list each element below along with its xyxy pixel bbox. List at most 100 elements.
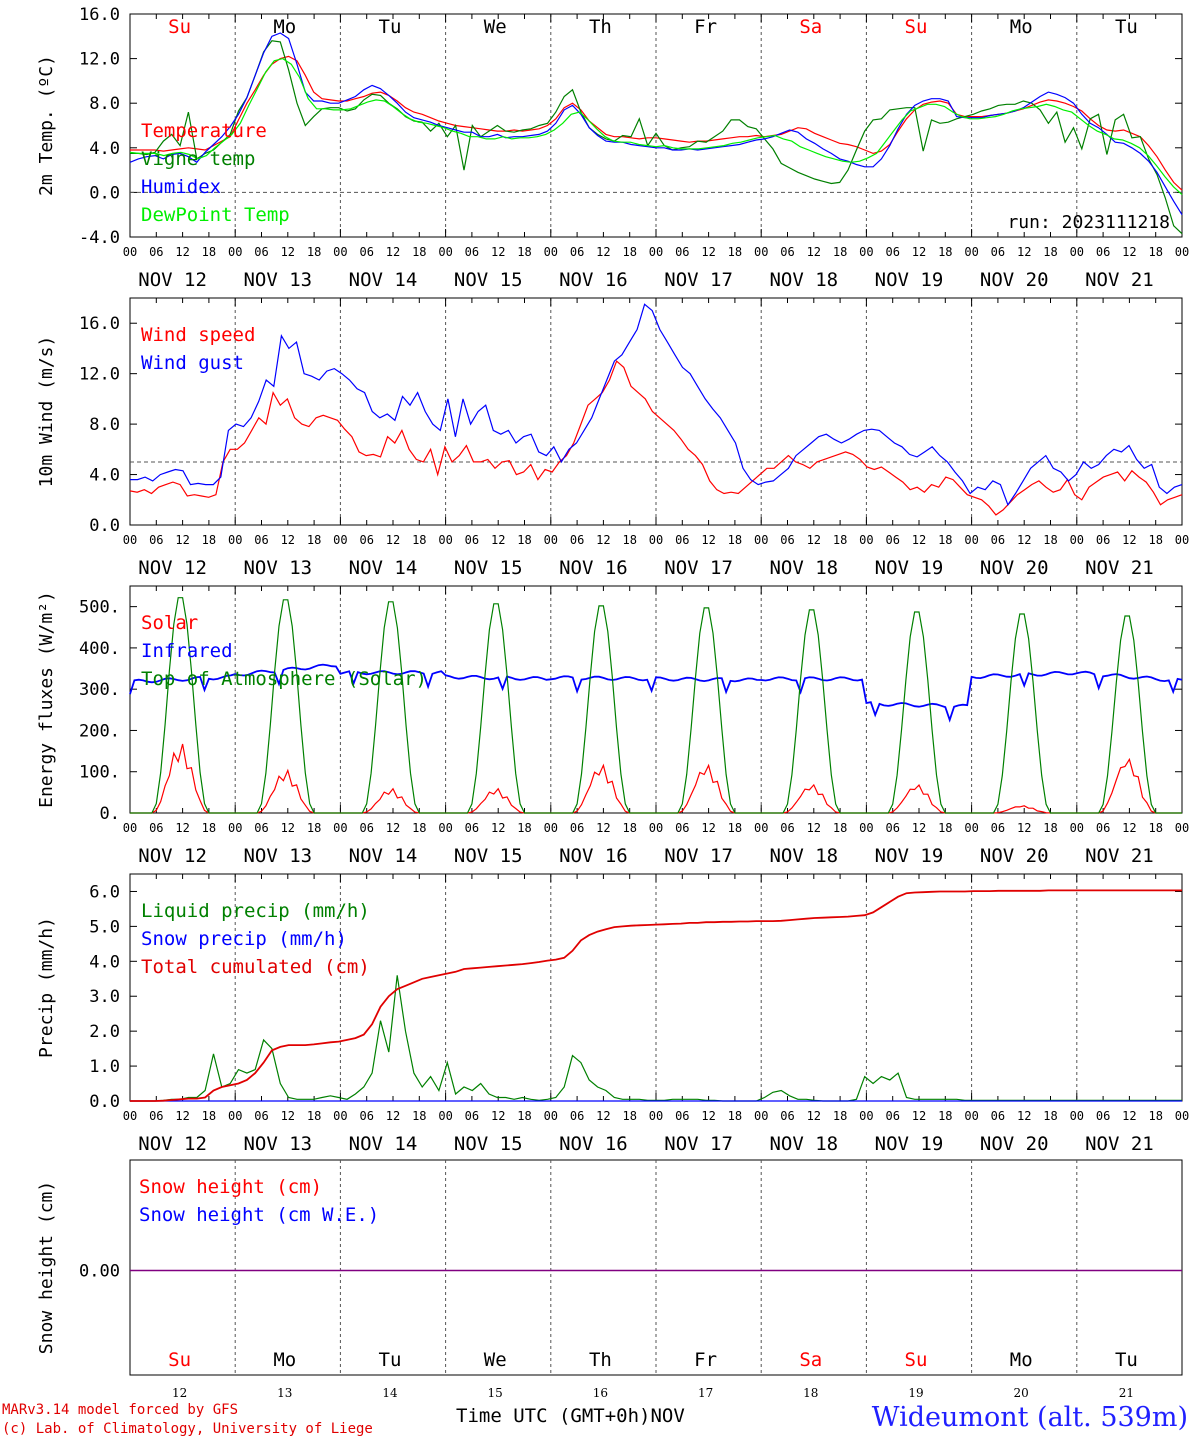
panel-1-hour-label: 12 [386,245,400,259]
panel-2-date-label: NOV 18 [769,557,838,579]
panel-1-hour-label: 06 [675,245,689,259]
panel-3-hour-label: 06 [359,821,373,835]
panel-2-y-tick-label: 0.0 [89,516,120,536]
panel-3-hour-label: 00 [649,821,663,835]
x-axis-title: Time UTC (GMT+0h)NOV [456,1405,685,1427]
panel-4-hour-label: 00 [123,1109,137,1123]
panel-3-hour-label: 12 [1122,821,1136,835]
panel-3-date-label: NOV 17 [664,845,733,867]
panel-1-hour-label: 18 [938,245,952,259]
panel-3-hour-label: 18 [938,821,952,835]
panel-1-day-letter: Sa [799,16,822,38]
panel-5-day-number: 18 [803,1386,818,1400]
panel-1-legend-1: Vigne temp [141,148,255,170]
panel-4-date-label: NOV 20 [980,1133,1049,1155]
panel-1-series-3-line [129,57,1183,196]
panel-3-hour-label: 00 [123,821,137,835]
panel-1-y-tick-label: 16.0 [79,5,120,25]
panel-2-hour-label: 00 [544,533,558,547]
panel-5-day-number: 20 [1014,1386,1029,1400]
panel-4-hour-label: 18 [1148,1109,1162,1123]
panel-2-legend-1: Wind gust [141,352,244,374]
panel-3-y-axis-label: Energy fluxes (W/m²) [36,591,57,808]
panel-2-hour-label: 18 [1043,533,1057,547]
panel-3-date-label: NOV 16 [559,845,628,867]
panel-1-hour-label: 00 [1175,245,1189,259]
panel-2-hour-label: 00 [333,533,347,547]
panel-4-hour-label: 18 [938,1109,952,1123]
panel-1-day-letter: Tu [1115,16,1138,38]
panel-2-hour-label: 00 [123,533,137,547]
panel-4-hour-label: 06 [1096,1109,1110,1123]
panel-1-y-tick-label: 12.0 [79,50,120,70]
panel-4-hour-label: 06 [991,1109,1005,1123]
panel-1-day-letter: Mo [1010,16,1033,38]
panel-3-hour-label: 06 [570,821,584,835]
panel-3-date-label: NOV 21 [1085,845,1154,867]
panel-1-y-tick-label: 8.0 [89,94,120,114]
panel-1-hour-label: 18 [307,245,321,259]
panel-3-date-label: NOV 13 [243,845,312,867]
panel-3-date-label: NOV 19 [875,845,944,867]
panel-3-date-label: NOV 20 [980,845,1049,867]
panel-2-hour-label: 06 [465,533,479,547]
panel-4-date-label: NOV 13 [243,1133,312,1155]
panel-1-hour-label: 18 [202,245,216,259]
panel-4-hour-label: 12 [491,1109,505,1123]
panel-4-y-tick-label: 3.0 [89,987,120,1007]
panel-4-hour-label: 00 [544,1109,558,1123]
panel-4-hour-label: 00 [754,1109,768,1123]
panel-1-hour-label: 12 [596,245,610,259]
panel-1-hour-label: 06 [254,245,268,259]
panel-4-hour-label: 00 [1175,1109,1189,1123]
panel-4-hour-label: 12 [807,1109,821,1123]
panel-3-hour-label: 18 [622,821,636,835]
panel-2-y-axis-label: 10m Wind (m/s) [36,336,57,488]
panel-1-hour-label: 06 [149,245,163,259]
panel-4-hour-label: 18 [833,1109,847,1123]
panel-5-legend-0: Snow height (cm) [139,1176,322,1198]
panel-4-date-label: NOV 12 [138,1133,207,1155]
panel-2-hour-label: 00 [438,533,452,547]
panel-4-hour-label: 12 [175,1109,189,1123]
panel-4-hour-label: 18 [1043,1109,1057,1123]
panel-3-y-tick-label: 500. [79,598,120,618]
panel-1-hour-label: 00 [333,245,347,259]
panel-4-hour-label: 00 [438,1109,452,1123]
panel-2-date-label: NOV 17 [664,557,733,579]
panel-3-hour-label: 18 [517,821,531,835]
panel-3-date-label: NOV 12 [138,845,207,867]
panel-4-hour-label: 06 [359,1109,373,1123]
panel-1-y-tick-label: 4.0 [89,139,120,159]
panel-4-hour-label: 18 [307,1109,321,1123]
panel-4-series-2-line [130,889,1182,1102]
panel-4-hour-label: 00 [228,1109,242,1123]
panel-1-hour-label: 00 [859,245,873,259]
panel-3-hour-label: 06 [465,821,479,835]
panel-3-y-tick-label: 400. [79,639,120,659]
panel-3-hour-label: 18 [1148,821,1162,835]
panel-2-legend-0: Wind speed [141,324,255,346]
panel-5-day-letter: Su [168,1349,191,1371]
panel-1-y-tick-label: -4.0 [79,228,120,248]
panel-3-series-1-line [129,663,1183,723]
panel-1-date-label: NOV 15 [454,269,523,291]
panel-2-y-tick-label: 12.0 [79,365,120,385]
panel-5-day-number: 15 [488,1386,503,1400]
panel-2-hour-label: 18 [1148,533,1162,547]
panel-3-hour-label: 06 [885,821,899,835]
panel-4-y-tick-label: 0.0 [89,1092,120,1112]
panel-2-hour-label: 12 [912,533,926,547]
panel-1-series-1-line [130,40,1183,235]
panel-4-y-tick-label: 4.0 [89,952,120,972]
panel-3-hour-label: 00 [438,821,452,835]
panel-2-series-1-line [130,303,1183,507]
panel-2-hour-label: 12 [807,533,821,547]
panel-2-hour-label: 12 [596,533,610,547]
panel-2-hour-label: 00 [649,533,663,547]
panel-1-hour-label: 06 [885,245,899,259]
panel-3-hour-label: 18 [728,821,742,835]
panel-3-y-tick-label: 0. [100,804,120,824]
panel-4-hour-label: 06 [885,1109,899,1123]
panel-4-hour-label: 12 [1017,1109,1031,1123]
